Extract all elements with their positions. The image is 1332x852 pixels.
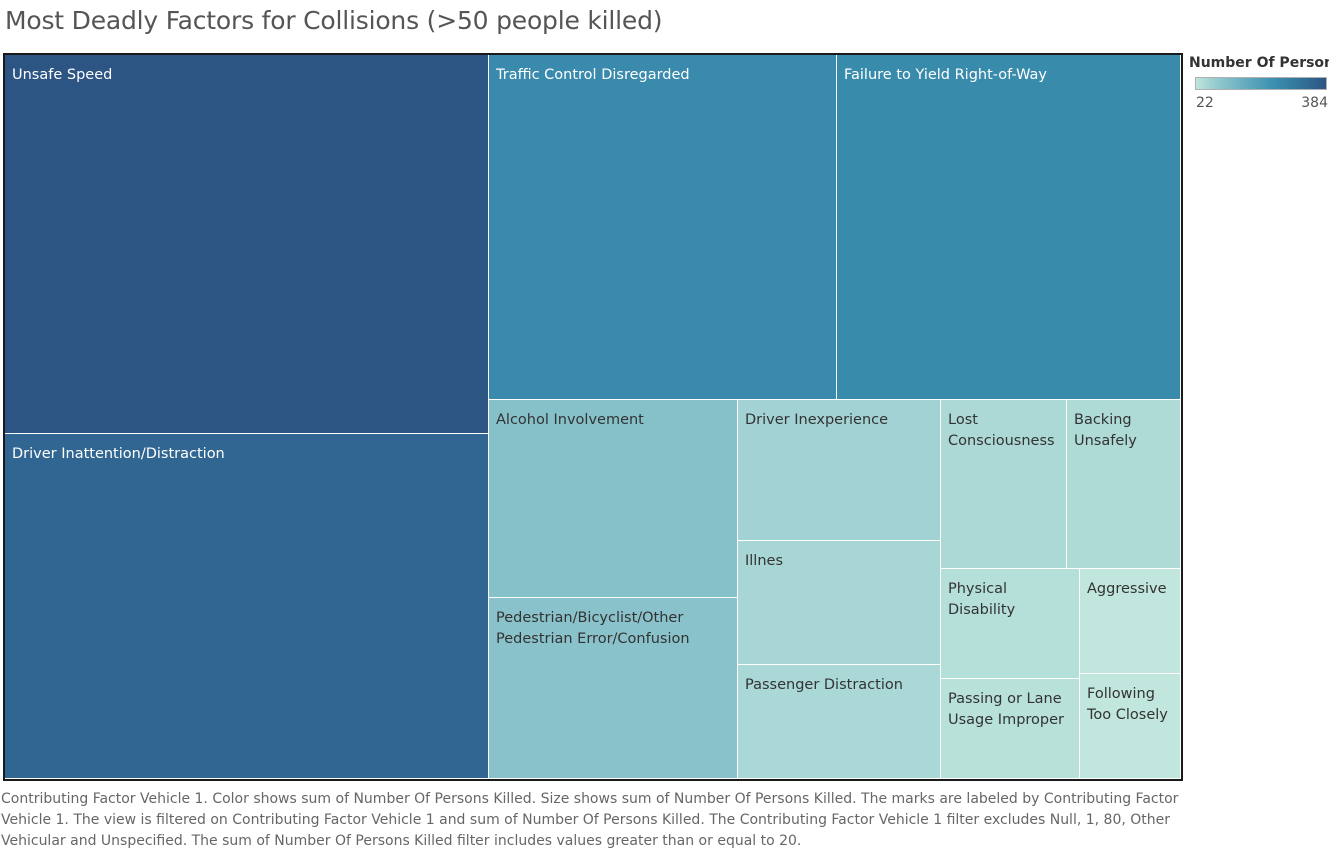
treemap-tile[interactable]: Driver Inexperience <box>738 400 941 541</box>
treemap-tile-label: Following Too Closely <box>1087 686 1168 723</box>
treemap-tile[interactable]: Alcohol Involvement <box>489 400 738 598</box>
treemap-tile-label: Backing Unsafely <box>1074 412 1137 449</box>
treemap-tile-label: Traffic Control Disregarded <box>496 67 690 83</box>
treemap-tile-label: Failure to Yield Right-of-Way <box>844 67 1047 83</box>
treemap-tile[interactable]: Passing or Lane Usage Improper <box>941 679 1080 779</box>
treemap-tile-label: Driver Inattention/Distraction <box>12 446 225 462</box>
treemap-tile-label: Alcohol Involvement <box>496 412 644 428</box>
treemap-tile[interactable]: Following Too Closely <box>1080 674 1181 779</box>
treemap-tile[interactable]: Driver Inattention/Distraction <box>5 434 489 779</box>
color-legend[interactable]: Number Of Person.. 22 384 <box>1189 55 1329 111</box>
treemap-tile-label: Illnes <box>745 553 783 569</box>
treemap-tile[interactable]: Traffic Control Disregarded <box>489 55 837 400</box>
treemap-tile-label: Physical Disability <box>948 581 1016 618</box>
treemap-tile-label: Unsafe Speed <box>12 67 113 83</box>
legend-gradient-bar <box>1195 77 1327 90</box>
treemap-tile[interactable]: Physical Disability <box>941 569 1080 679</box>
legend-title: Number Of Person.. <box>1189 55 1329 71</box>
treemap-tile-label: Passenger Distraction <box>745 677 903 693</box>
chart-title: Most Deadly Factors for Collisions (>50 … <box>5 6 663 35</box>
treemap-tile-label: Driver Inexperience <box>745 412 889 428</box>
chart-caption: Contributing Factor Vehicle 1. Color sho… <box>1 791 1179 849</box>
treemap-tile-label: Lost Consciousness <box>948 412 1055 449</box>
treemap-tile-label: Pedestrian/Bicyclist/Other Pedestrian Er… <box>496 610 690 647</box>
treemap-tile[interactable]: Aggressive <box>1080 569 1181 674</box>
treemap-tile[interactable]: Lost Consciousness <box>941 400 1067 569</box>
treemap-frame: Unsafe Speed Driver Inattention/Distracti… <box>3 53 1183 781</box>
treemap-tile[interactable]: Illnes <box>738 541 941 665</box>
treemap-tile[interactable]: Backing Unsafely <box>1067 400 1181 569</box>
treemap: Unsafe Speed Driver Inattention/Distracti… <box>5 55 1181 779</box>
treemap-tile[interactable]: Passenger Distraction <box>738 665 941 779</box>
legend-min-label: 22 <box>1196 95 1214 111</box>
treemap-tile[interactable]: Unsafe Speed <box>5 55 489 434</box>
treemap-tile[interactable]: Failure to Yield Right-of-Way <box>837 55 1181 400</box>
treemap-tile-label: Passing or Lane Usage Improper <box>948 691 1064 728</box>
legend-max-label: 384 <box>1301 95 1328 111</box>
treemap-tile[interactable]: Pedestrian/Bicyclist/Other Pedestrian Er… <box>489 598 738 779</box>
treemap-tile-label: Aggressive <box>1087 581 1167 597</box>
